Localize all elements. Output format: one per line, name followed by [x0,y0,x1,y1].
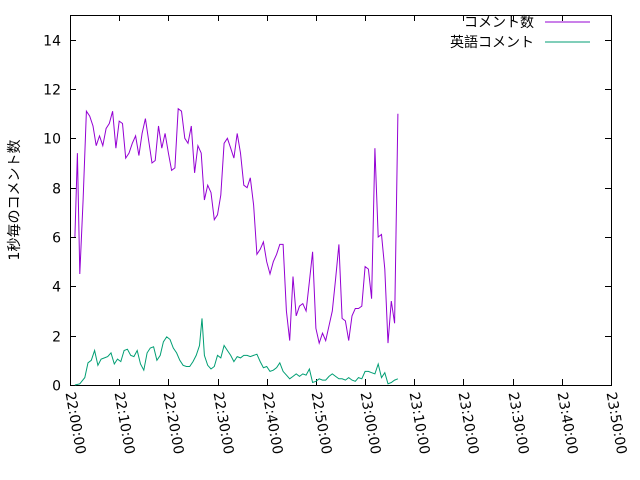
y-axis-label: 1秒毎のコメント数 [7,140,23,261]
series-line-1 [74,107,399,345]
y-tick-label: 10 [43,132,61,148]
y-tick-label: 2 [52,330,61,346]
plot-frame [70,15,612,386]
y-tick-label: 4 [52,280,61,296]
legend-label-1: コメント数 [464,15,534,31]
series-group [74,107,399,386]
legend-label-2: 英語コメント [450,34,534,51]
y-tick-label: 8 [52,182,61,198]
y-tick-label: 6 [52,231,61,247]
series-line-2 [74,318,399,386]
y-tick-label: 0 [52,379,61,395]
y-tick-label: 14 [43,34,61,50]
y-axis-ticks: 0 2 4 6 8 10 12 14 [43,34,611,395]
y-tick-label: 12 [43,83,61,99]
